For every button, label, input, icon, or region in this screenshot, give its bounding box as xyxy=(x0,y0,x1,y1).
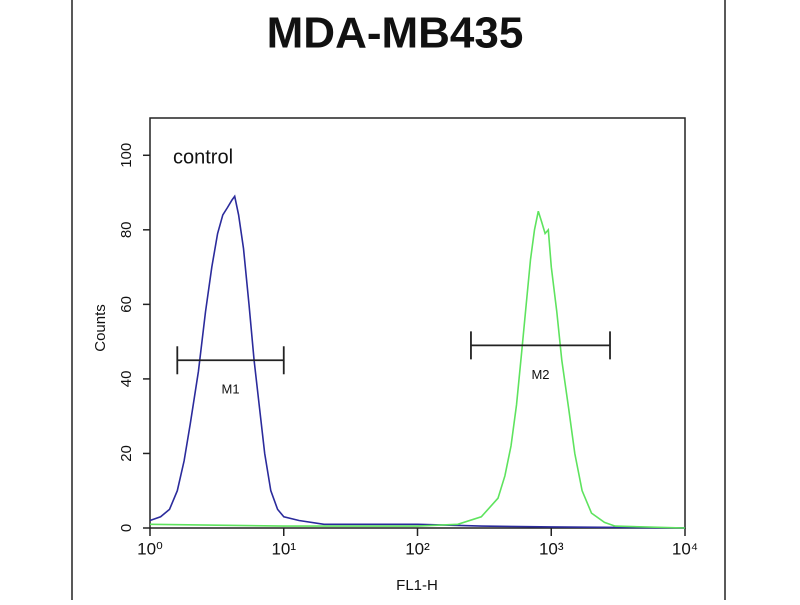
y-tick-label: 40 xyxy=(118,371,135,388)
y-tick-label: 80 xyxy=(118,221,135,238)
histogram-line xyxy=(149,210,686,529)
x-tick-label: 10⁰ xyxy=(137,539,163,558)
marker-label: M1 xyxy=(221,382,239,397)
y-tick-label: 60 xyxy=(118,296,135,313)
x-tick-label: 10² xyxy=(405,539,430,558)
y-tick-label: 0 xyxy=(118,524,135,532)
x-tick-label: 10⁴ xyxy=(672,539,698,558)
y-tick-label: 20 xyxy=(118,445,135,462)
x-tick-label: 10¹ xyxy=(271,539,296,558)
x-tick-label: 10³ xyxy=(539,539,564,558)
annotation: control xyxy=(173,146,233,168)
y-tick-label: 100 xyxy=(118,143,135,168)
y-axis-label: Counts xyxy=(92,304,109,352)
histogram-line xyxy=(149,194,686,529)
frame xyxy=(71,0,726,602)
x-axis-label: FL1-H xyxy=(396,577,438,594)
marker-label: M2 xyxy=(531,367,549,382)
chart-title: MDA-MB435 xyxy=(267,9,524,58)
